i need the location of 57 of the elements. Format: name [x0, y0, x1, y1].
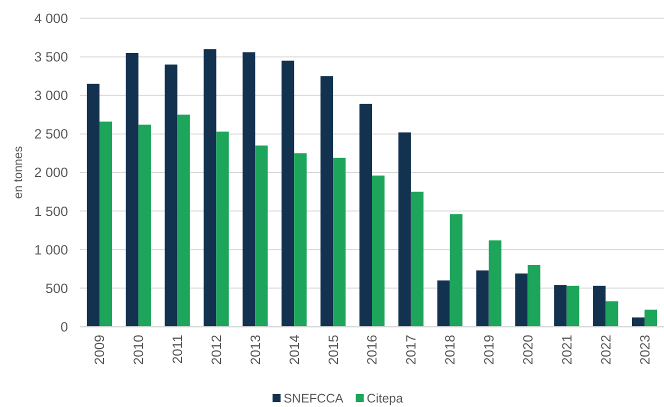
y-tick-label: 3 000: [34, 88, 68, 104]
bar: [138, 124, 151, 327]
bar: [333, 158, 346, 327]
bar: [164, 64, 178, 327]
bar: [372, 176, 385, 327]
bar: [359, 104, 372, 327]
legend-label: SNEFCCA: [284, 391, 344, 406]
bar: [450, 214, 462, 327]
x-tick-label: 2011: [170, 334, 186, 364]
x-tick-label: 2016: [364, 334, 380, 365]
bar: [320, 76, 334, 327]
bar: [126, 52, 138, 327]
bar: [437, 280, 450, 327]
y-tick-label: 4 000: [34, 11, 68, 26]
bar: [515, 274, 528, 327]
x-tick-label: 2009: [92, 334, 108, 365]
x-tick-label: 2023: [637, 334, 652, 365]
bar: [644, 310, 658, 327]
legend-label: Citepa: [366, 391, 403, 406]
bar: [476, 270, 489, 327]
bar: [86, 84, 100, 327]
bar: [216, 132, 229, 327]
bar: [398, 132, 411, 327]
y-tick-label: 1 500: [34, 204, 68, 219]
y-axis-title: en tonnes: [11, 146, 26, 199]
x-tick-label: 2015: [326, 334, 341, 365]
x-tick-label: 2013: [248, 334, 263, 365]
x-tick-label: 2012: [208, 334, 224, 365]
bar: [255, 146, 268, 327]
x-tick-label: 2014: [286, 334, 302, 365]
bar: [99, 122, 112, 327]
bar: [632, 317, 645, 327]
y-tick-label: 500: [45, 280, 68, 296]
y-tick-label: 3 500: [34, 50, 68, 65]
bar: [606, 301, 618, 327]
y-tick-label: 1 000: [34, 242, 68, 258]
x-tick-label: 2019: [482, 334, 497, 365]
y-tick-label: 0: [60, 319, 68, 334]
bar: [282, 60, 294, 327]
bar: [528, 265, 540, 327]
bar: [204, 49, 216, 327]
x-tick-label: 2022: [598, 334, 614, 365]
bar: [294, 153, 307, 327]
x-tick-label: 2021: [559, 334, 574, 365]
x-tick-label: 2018: [442, 334, 458, 365]
bar: [566, 286, 580, 327]
bar: [554, 285, 567, 327]
bar: [593, 286, 606, 327]
bar: [177, 114, 190, 327]
bar: [488, 240, 502, 327]
y-tick-label: 2 000: [34, 165, 68, 180]
x-tick-label: 2010: [131, 334, 146, 365]
y-tick-label: 2 500: [34, 126, 68, 142]
x-tick-label: 2020: [520, 334, 536, 365]
bar: [242, 52, 256, 327]
x-tick-label: 2017: [404, 334, 419, 365]
bar: [410, 192, 424, 327]
